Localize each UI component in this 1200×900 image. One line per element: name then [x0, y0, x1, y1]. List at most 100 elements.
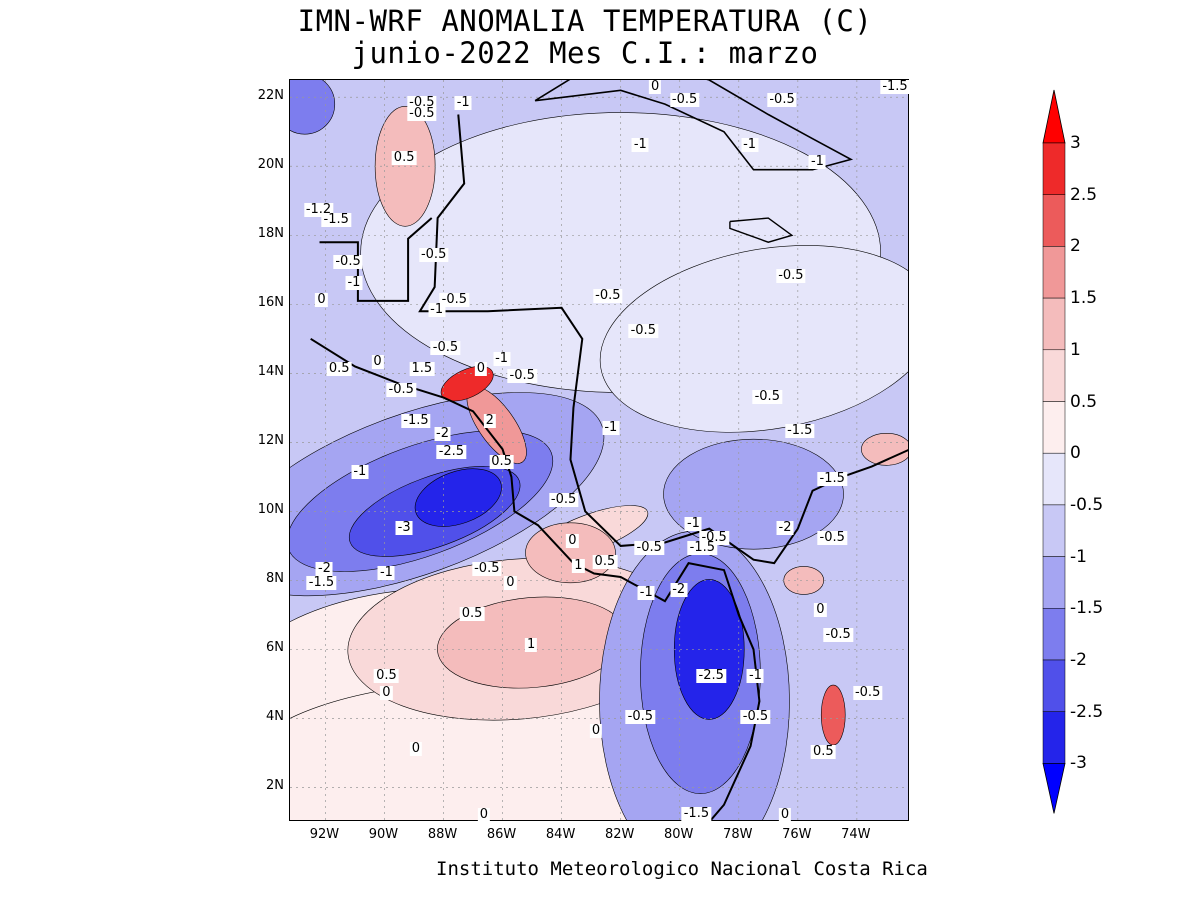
- colorbar-level-label: 0: [1070, 443, 1081, 464]
- colorbar-band: [1042, 194, 1066, 247]
- contour-label: -0.5: [407, 105, 437, 121]
- contour-label: 0.5: [489, 454, 514, 470]
- contour-label: -1.5: [306, 574, 337, 590]
- colorbar-band: [1042, 711, 1066, 764]
- contour-label: -2: [776, 519, 794, 535]
- contour-label: -0.5: [333, 253, 363, 269]
- contour-label: 0: [504, 574, 517, 590]
- contour-label: -0.5: [430, 340, 461, 356]
- colorbar-level-label: -1: [1070, 546, 1087, 567]
- contour-label: 0: [315, 291, 328, 307]
- chart-title: IMN-WRF ANOMALIA TEMPERATURA (C): [297, 4, 873, 38]
- anomaly-region-2: [599, 245, 908, 433]
- anomaly-region-13: [414, 468, 502, 527]
- contour-label: 1: [524, 636, 538, 652]
- contour-label: -1: [377, 564, 395, 580]
- contour-label: 0.5: [326, 360, 352, 376]
- anomaly-region-22: [861, 432, 908, 466]
- contour-label: 0: [778, 807, 792, 822]
- colorbar-level-label: 2.5: [1070, 184, 1098, 205]
- colorbar-band: [1042, 349, 1066, 402]
- lat-tick-label: 22N: [257, 88, 284, 104]
- lon-tick-label: 78W: [723, 827, 753, 842]
- contour-label: -1: [808, 153, 826, 169]
- lat-tick-label: 10N: [257, 502, 284, 518]
- contour-label: -0.5: [548, 492, 579, 508]
- contour-label: -0.5: [386, 381, 416, 397]
- colorbar-band: [1042, 504, 1066, 557]
- contour-label: -1.5: [681, 806, 712, 822]
- contour-label: -0.5: [823, 626, 853, 642]
- contour-label: -1: [428, 302, 446, 318]
- lat-tick-label: 2N: [266, 778, 284, 794]
- contour-label: -2: [670, 581, 688, 597]
- contour-label: -1.5: [880, 79, 910, 94]
- contour-label: -0.5: [625, 709, 656, 725]
- colorbar-band: [1042, 608, 1066, 661]
- contour-label: -2: [434, 426, 451, 442]
- lon-tick-label: 92W: [309, 827, 340, 842]
- colorbar-band: [1042, 556, 1066, 609]
- lon-tick-label: 82W: [604, 827, 635, 842]
- contour-label: 0.5: [391, 150, 417, 166]
- lat-tick-label: 20N: [257, 157, 284, 173]
- contour-label: 0: [814, 602, 827, 618]
- contour-label: -3: [395, 519, 413, 535]
- contour-label: 0: [477, 807, 490, 822]
- lat-tick-label: 18N: [257, 226, 284, 242]
- institution-credit: Instituto Meteorologico Nacional Costa R…: [436, 858, 928, 880]
- contour-label: -1.5: [817, 471, 847, 487]
- colorbar-band: [1042, 452, 1066, 506]
- colorbar-level-label: 1.5: [1070, 288, 1098, 309]
- contour-label: -1.5: [401, 412, 431, 428]
- lon-tick-label: 86W: [486, 827, 517, 842]
- contour-label: 0.5: [592, 554, 618, 570]
- lon-tick-label: 90W: [368, 827, 399, 842]
- contour-label: -1: [746, 668, 764, 684]
- caribbean-coastline: [418, 114, 908, 565]
- contour-label: 0: [380, 685, 393, 701]
- contour-label: 0: [648, 79, 662, 94]
- contour-label: -0.5: [817, 530, 847, 545]
- pacific-coastline: [310, 337, 761, 820]
- colorbar-band: [1042, 659, 1066, 712]
- chart-subtitle: junio-2022 Mes C.I.: marzo: [351, 36, 819, 70]
- lon-tick-label: 88W: [427, 827, 458, 842]
- contour-label: -0.5: [472, 561, 502, 577]
- contour-label: -1: [493, 350, 511, 366]
- contour-label: -1: [637, 585, 655, 601]
- contour-label: -0.5: [634, 540, 664, 556]
- lat-tick-label: 6N: [266, 640, 284, 656]
- contour-label: -1: [454, 95, 472, 111]
- contour-label: 0: [409, 740, 423, 756]
- contour-label: -1: [631, 136, 649, 152]
- colorbar-level-label: -2: [1070, 650, 1087, 670]
- colorbar-level-label: -0.5: [1070, 494, 1104, 515]
- colorbar-level-label: -3: [1070, 753, 1087, 774]
- lon-tick-label: 74W: [841, 827, 871, 842]
- anomaly-region-15: [290, 80, 336, 135]
- colorbar-level-label: -2.5: [1070, 701, 1104, 722]
- contour-label: -0.5: [628, 322, 658, 338]
- lon-tick-label: 76W: [782, 827, 812, 842]
- contour-label: -0.5: [439, 291, 470, 307]
- colorbar-level-label: 1: [1070, 339, 1081, 360]
- anomaly-map: [290, 80, 908, 820]
- contour-label: -0.5: [776, 267, 806, 283]
- contour-label: 0: [371, 353, 384, 369]
- contour-label: 0: [589, 723, 603, 739]
- colorbar-level-label: -1.5: [1070, 598, 1104, 619]
- contour-label: 0.5: [459, 605, 485, 621]
- anomaly-region-14: [663, 438, 844, 550]
- contour-label: -0.5: [740, 709, 771, 725]
- contour-label: -2: [315, 561, 333, 577]
- contour-label: -0.5: [507, 367, 537, 383]
- lat-tick-label: 14N: [257, 364, 284, 380]
- cuba-coastline: [534, 80, 854, 171]
- contour-label: -1: [345, 274, 363, 290]
- contour-label: 0.5: [374, 668, 399, 684]
- colorbar-band: [1042, 297, 1066, 351]
- contour-label: -1: [684, 516, 702, 532]
- contour-label: -0.5: [418, 247, 449, 262]
- lon-tick-label: 80W: [664, 827, 694, 842]
